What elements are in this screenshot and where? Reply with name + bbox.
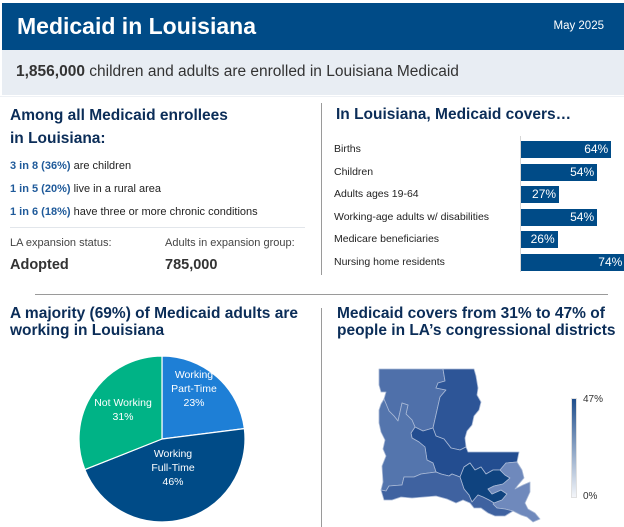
- coverage-bar: 27%: [521, 186, 560, 203]
- bar-value-label: 74%: [598, 254, 623, 269]
- stat-text: are children: [70, 160, 132, 172]
- bar-value-label: 54%: [570, 164, 595, 179]
- pie-chart-title: A majority (69%) of Medicaid adults are …: [10, 305, 298, 339]
- district-1-region: [487, 461, 541, 523]
- stat-children: 3 in 8 (36%) are children: [10, 160, 131, 172]
- pie-slice-label: Not Working 31%: [94, 397, 152, 423]
- pie-slice-working-part-time: [161, 355, 246, 440]
- pie-slice-not-working: [78, 355, 163, 471]
- coverage-bar: 64%: [521, 141, 612, 158]
- coverage-bar: 74%: [521, 253, 624, 271]
- enrollment-text: children and adults are enrolled in Loui…: [84, 63, 459, 80]
- stat-highlight: 1 in 5 (20%): [10, 183, 71, 195]
- coverage-bar: 26%: [521, 231, 558, 248]
- stat-text: live in a rural area: [70, 183, 162, 195]
- enrollment-summary: 1,856,000 children and adults are enroll…: [16, 63, 459, 81]
- coverage-bar: 54%: [521, 163, 598, 181]
- pie-slice-label: Working Part-Time 23%: [171, 369, 217, 409]
- district-south-coast-region: [380, 471, 514, 517]
- top-vertical-divider: [321, 103, 322, 275]
- bar-category-label: Children: [334, 165, 374, 178]
- report-date: May 2025: [553, 20, 604, 32]
- coverage-chart-title: In Louisiana, Medicaid covers…: [336, 106, 572, 123]
- enrollment-count: 1,856,000: [16, 63, 85, 80]
- stat-chronic: 1 in 6 (18%) have three or more chronic …: [10, 206, 258, 218]
- enrollees-title-line1: Among all Medicaid enrollees: [10, 107, 228, 124]
- stat-text: have three or more chronic conditions: [70, 206, 258, 218]
- bar-category-label: Adults ages 19-64: [334, 188, 419, 200]
- bar-category-label: Nursing home residents: [334, 255, 445, 268]
- legend-max-label: 47%: [583, 394, 604, 405]
- bar-chart-axis: [520, 136, 521, 272]
- pie-slice-working-full-time: [84, 427, 246, 523]
- bottom-vertical-divider: [321, 308, 322, 527]
- enrollment-banner: 1,856,000 children and adults are enroll…: [2, 50, 624, 95]
- stat-highlight: 1 in 6 (18%): [10, 206, 71, 218]
- bar-category-label: Medicare beneficiaries: [334, 233, 440, 245]
- enrollees-title-line2: in Louisiana:: [10, 130, 106, 147]
- coverage-bar: 54%: [521, 208, 598, 226]
- bar-value-label: 54%: [570, 209, 595, 224]
- pie-slice-label: Working Full-Time 46%: [151, 448, 195, 488]
- middle-horizontal-divider: [35, 294, 608, 295]
- expansion-status-value: Adopted: [10, 257, 69, 273]
- stats-divider: [10, 227, 305, 228]
- bar-value-label: 64%: [584, 142, 609, 156]
- bar-value-label: 26%: [530, 232, 555, 246]
- bar-value-label: 27%: [532, 187, 557, 201]
- header-bar: Medicaid in Louisiana May 2025: [2, 3, 624, 50]
- map-color-legend: [571, 398, 577, 498]
- map-title: Medicaid covers from 31% to 47% of peopl…: [337, 305, 616, 339]
- expansion-group-value: 785,000: [165, 257, 218, 273]
- bar-category-label: Births: [334, 143, 361, 155]
- legend-min-label: 0%: [583, 491, 598, 502]
- page-title: Medicaid in Louisiana: [17, 13, 256, 39]
- stat-highlight: 3 in 8 (36%): [10, 160, 71, 172]
- expansion-group-label: Adults in expansion group:: [165, 237, 295, 249]
- stat-rural: 1 in 5 (20%) live in a rural area: [10, 183, 161, 195]
- bar-category-label: Working-age adults w/ disabilities: [334, 210, 490, 223]
- expansion-status-label: LA expansion status:: [10, 237, 112, 249]
- banner-bottom-divider: [0, 96, 624, 97]
